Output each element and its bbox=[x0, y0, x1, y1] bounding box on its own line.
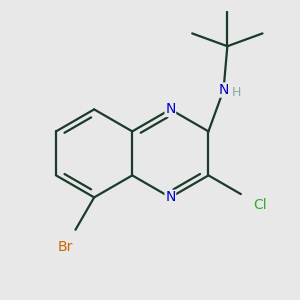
Text: H: H bbox=[232, 86, 241, 99]
Text: Cl: Cl bbox=[253, 198, 267, 212]
Text: N: N bbox=[218, 83, 229, 97]
Text: N: N bbox=[165, 190, 176, 204]
Text: Br: Br bbox=[58, 240, 73, 254]
Text: N: N bbox=[165, 102, 176, 116]
